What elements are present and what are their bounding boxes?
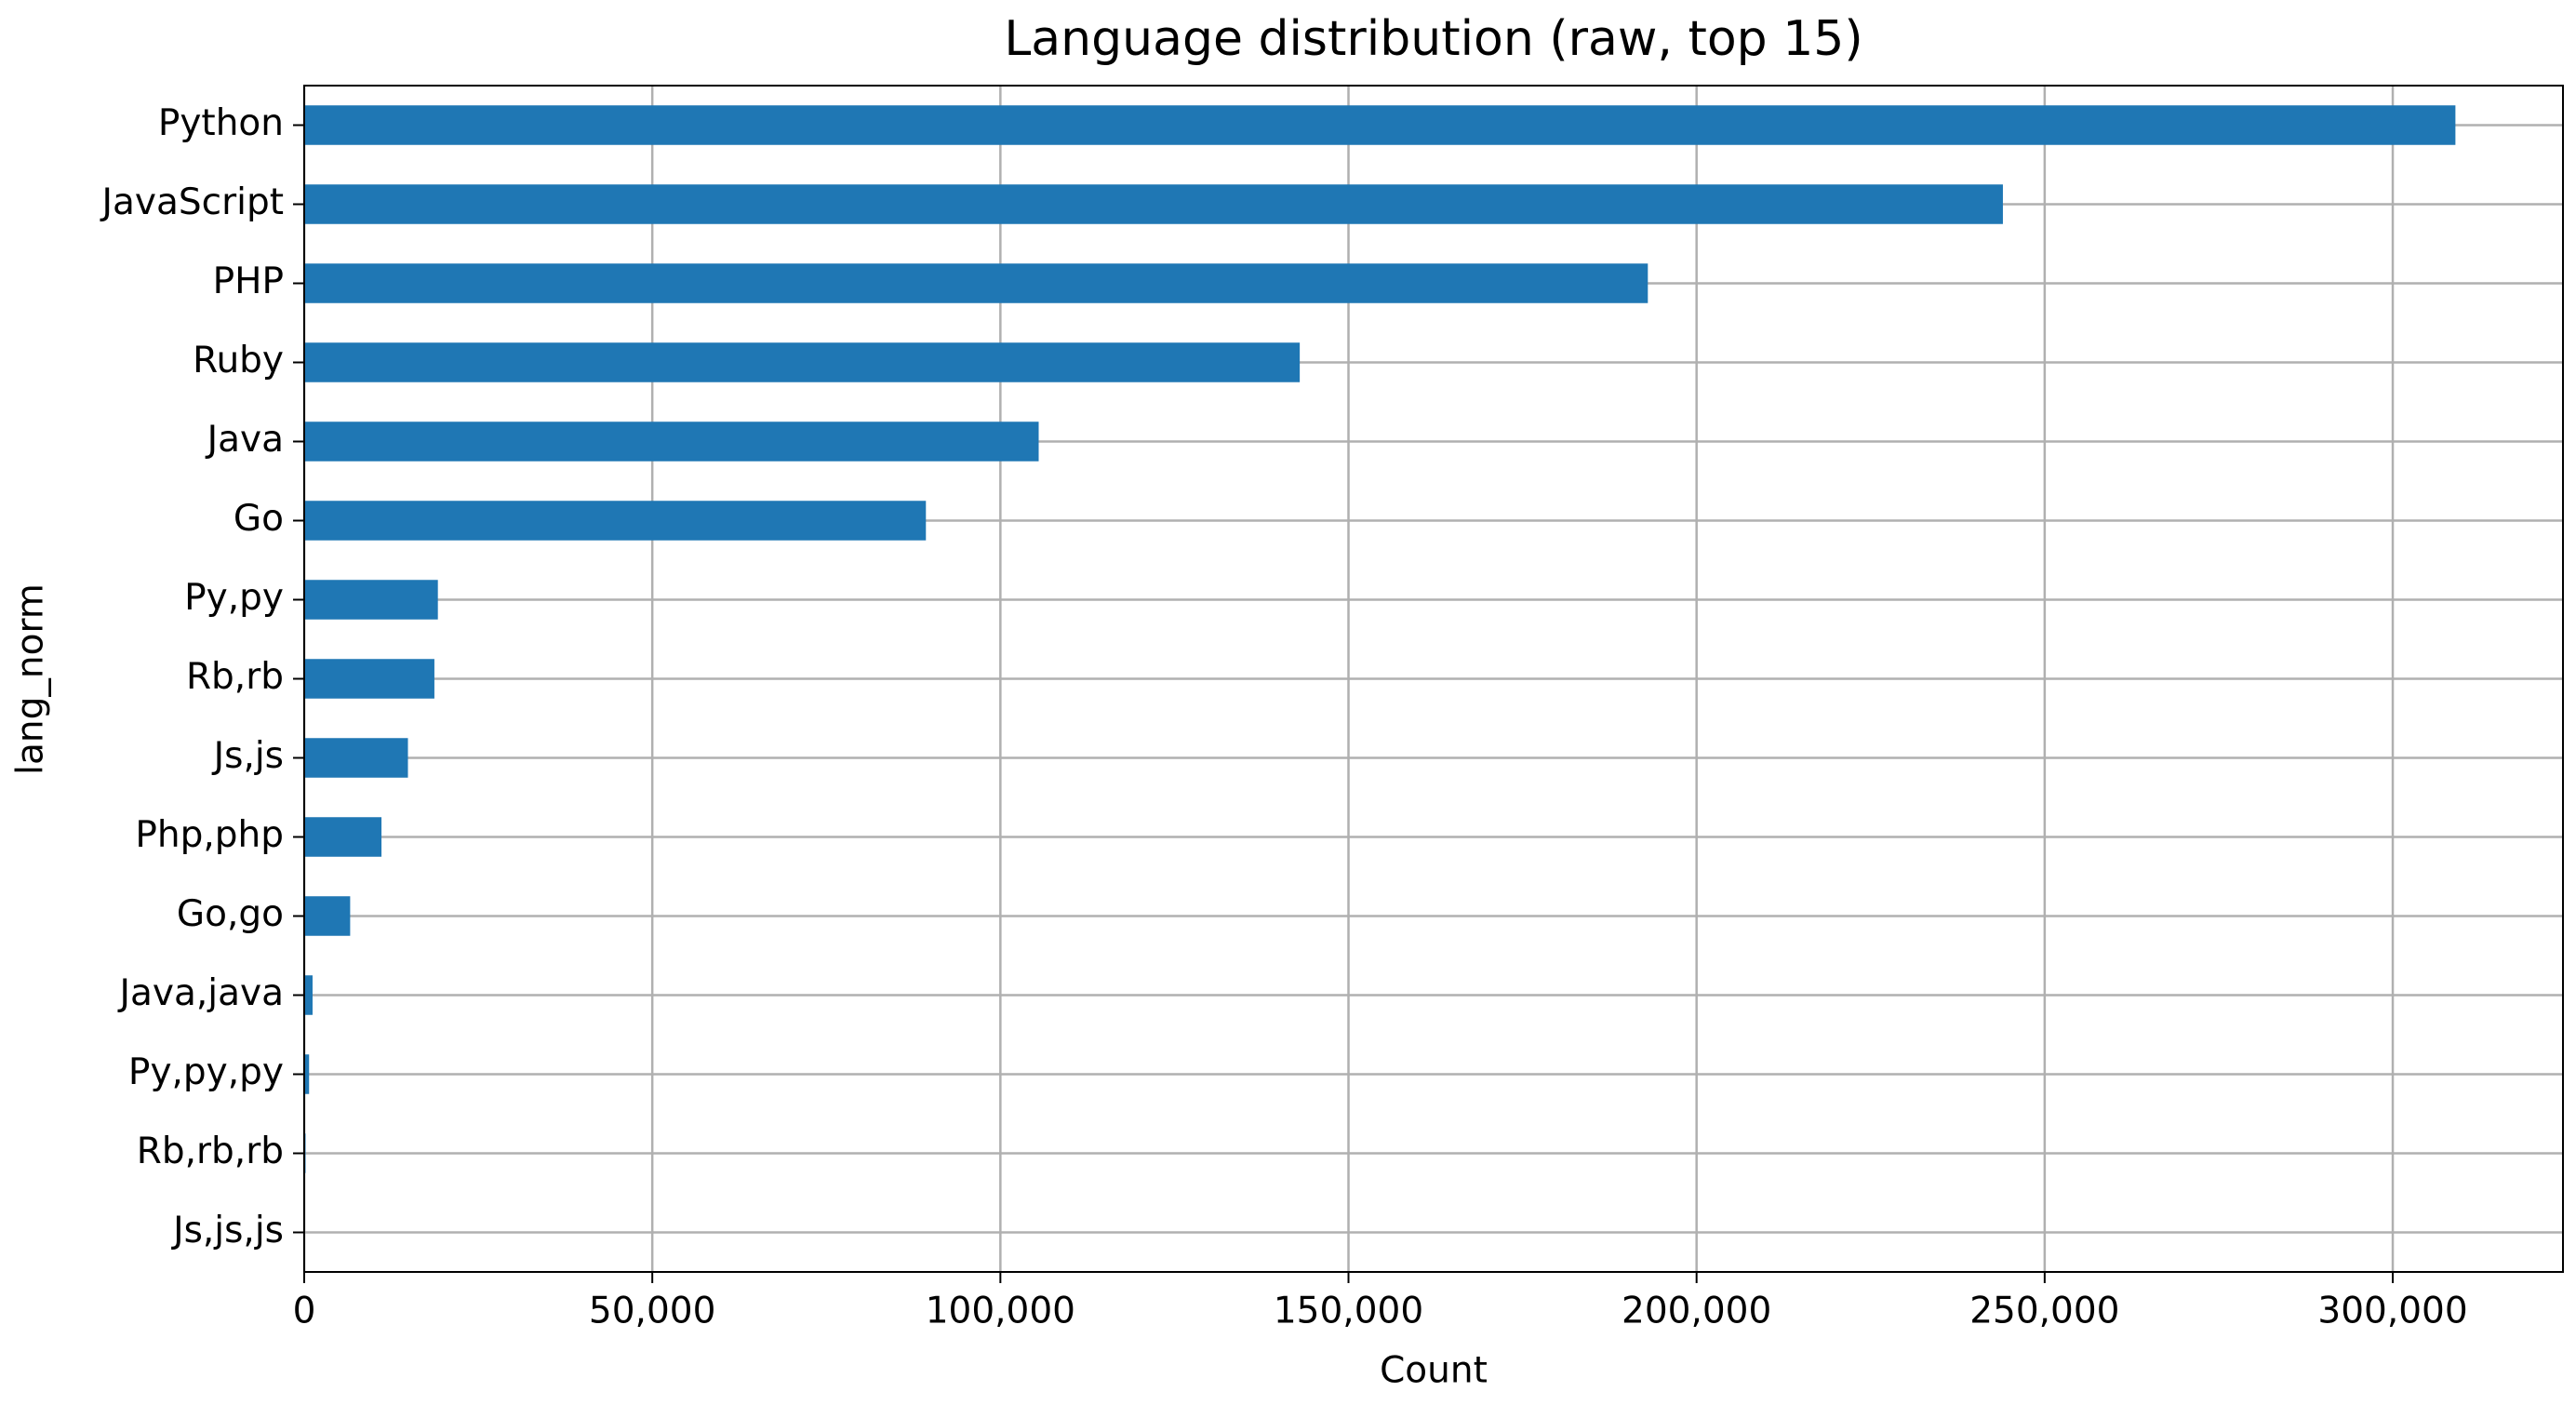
bar xyxy=(304,580,438,620)
plot-frame xyxy=(303,85,2564,1273)
x-axis-label: Count xyxy=(1380,1350,1488,1392)
y-tick-label: Go,go xyxy=(177,893,284,935)
bar xyxy=(304,659,434,699)
y-axis-label: lang_norm xyxy=(10,583,52,775)
x-tick-label: 50,000 xyxy=(589,1291,715,1332)
y-tick-label: Py,py,py xyxy=(128,1051,284,1093)
y-tick-label: Rb,rb xyxy=(186,656,284,698)
bar xyxy=(304,263,1648,303)
y-tick-label: Js,js,js xyxy=(170,1210,284,1251)
y-tick-label: Php,php xyxy=(135,814,284,856)
y-tick-label: Go xyxy=(234,498,284,540)
bar xyxy=(304,896,351,936)
x-tick-label: 200,000 xyxy=(1622,1291,1771,1332)
x-tick-label: 300,000 xyxy=(2317,1291,2467,1332)
x-tick-label: 250,000 xyxy=(1969,1291,2119,1332)
y-tick-label: Java xyxy=(205,419,284,461)
y-tick-label: Java,java xyxy=(117,972,285,1014)
y-tick-label: Py,py xyxy=(184,577,284,619)
x-tick-label: 0 xyxy=(293,1291,316,1332)
bar xyxy=(304,1054,310,1094)
y-tick-label: Ruby xyxy=(193,340,284,381)
y-tick-label: JavaScript xyxy=(100,181,285,223)
x-tick-label: 150,000 xyxy=(1274,1291,1423,1332)
y-tick-label: Python xyxy=(158,102,284,144)
y-tick-label: PHP xyxy=(213,261,284,302)
bar xyxy=(304,501,927,541)
y-tick-label: Js,js xyxy=(211,735,284,777)
chart-title: Language distribution (raw, top 15) xyxy=(1004,11,1862,67)
bar xyxy=(304,817,382,857)
bar xyxy=(304,184,2003,224)
bar xyxy=(304,422,1039,462)
bar xyxy=(304,738,408,778)
bar xyxy=(304,342,1301,382)
x-tick-label: 100,000 xyxy=(926,1291,1075,1332)
y-tick-label: Rb,rb,rb xyxy=(137,1131,284,1172)
bar xyxy=(304,105,2456,145)
bar xyxy=(304,975,313,1015)
